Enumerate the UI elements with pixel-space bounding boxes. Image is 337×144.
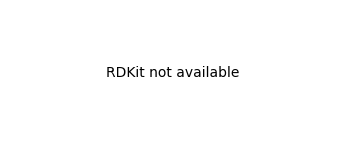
Text: RDKit not available: RDKit not available xyxy=(106,66,239,80)
